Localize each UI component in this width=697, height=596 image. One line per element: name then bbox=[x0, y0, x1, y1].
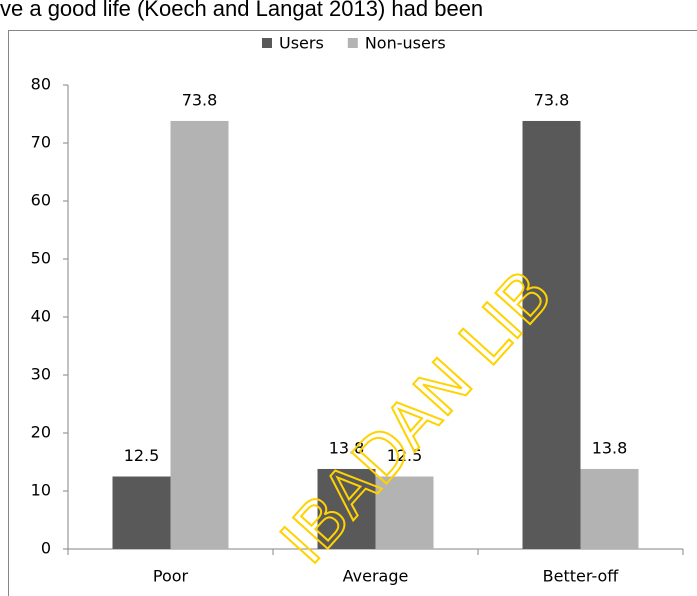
value-label: 12.5 bbox=[124, 446, 160, 465]
y-tick-label: 30 bbox=[31, 365, 51, 384]
y-tick-label: 80 bbox=[31, 75, 51, 94]
value-label: 13.8 bbox=[329, 438, 365, 457]
y-tick-label: 50 bbox=[31, 249, 51, 268]
y-tick-label: 70 bbox=[31, 133, 51, 152]
y-tick-label: 40 bbox=[31, 307, 51, 326]
legend-swatch bbox=[262, 38, 272, 48]
y-tick-label: 10 bbox=[31, 481, 51, 500]
chart-border bbox=[8, 30, 697, 596]
bar bbox=[317, 468, 376, 549]
value-label: 12.5 bbox=[387, 446, 423, 465]
y-tick-label: 60 bbox=[31, 191, 51, 210]
legend-label: Non-users bbox=[365, 34, 446, 53]
value-label: 73.8 bbox=[534, 90, 570, 109]
bar bbox=[170, 120, 229, 550]
x-tick-label: Poor bbox=[153, 567, 189, 586]
value-label: 13.8 bbox=[592, 438, 628, 457]
y-tick-label: 0 bbox=[41, 539, 51, 558]
y-tick-label: 20 bbox=[31, 423, 51, 442]
legend-label: Users bbox=[279, 34, 324, 53]
x-tick-label: Better-off bbox=[543, 567, 620, 586]
x-tick-label: Average bbox=[343, 567, 409, 586]
legend-swatch bbox=[347, 38, 358, 48]
value-label: 73.8 bbox=[182, 90, 218, 109]
bar bbox=[522, 120, 581, 550]
bar bbox=[580, 468, 639, 549]
bar bbox=[112, 476, 171, 549]
bar bbox=[375, 476, 434, 549]
page-text: ve a good life (Koech and Langat 2013) h… bbox=[0, 0, 483, 21]
